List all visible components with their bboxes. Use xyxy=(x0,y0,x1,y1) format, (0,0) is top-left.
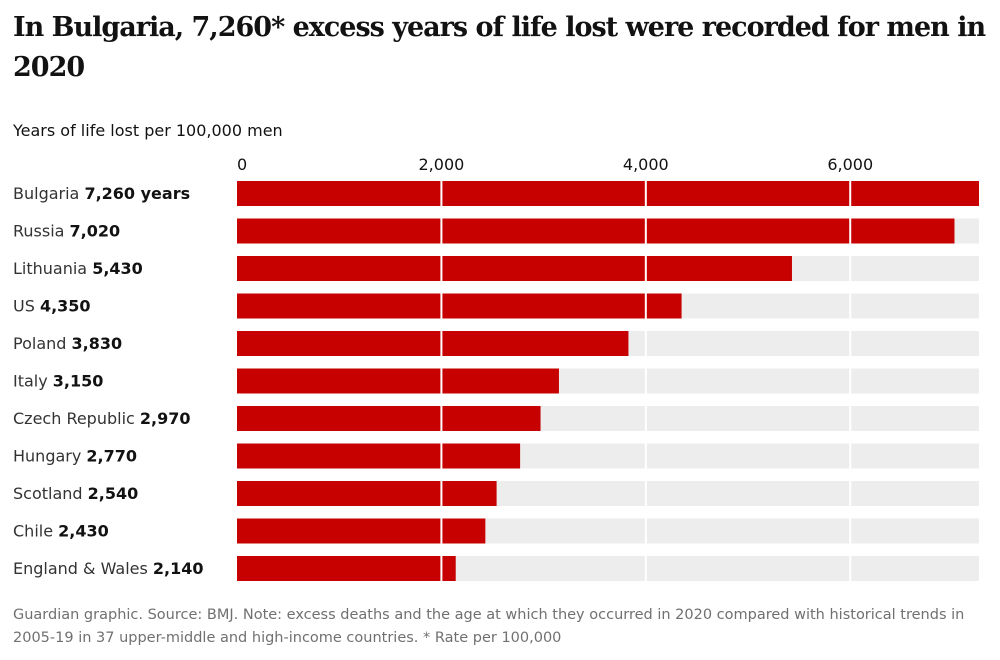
axis-label: Years of life lost per 100,000 men xyxy=(13,121,283,140)
bar-rows: Bulgaria 7,260 years Russia 7,020 Lithuani… xyxy=(13,181,979,581)
category-label: Poland 3,830 xyxy=(13,334,122,353)
chart-title: In Bulgaria, 7,260* excess years of life… xyxy=(13,12,986,83)
category-label: Scotland 2,540 xyxy=(13,484,138,503)
bar-row: Lithuania 5,430 xyxy=(13,256,979,281)
data-label: 7,020 xyxy=(70,222,121,241)
bar-row: Czech Republic 2,970 xyxy=(13,406,979,431)
category-name: US xyxy=(13,297,40,316)
bar-row: US 4,350 xyxy=(13,293,979,319)
bar-row: Bulgaria 7,260 years xyxy=(13,181,979,206)
data-label: 2,140 xyxy=(153,559,204,578)
category-label: Lithuania 5,430 xyxy=(13,259,143,278)
category-name: Scotland xyxy=(13,484,88,503)
bar xyxy=(237,368,559,394)
bar xyxy=(237,443,521,469)
data-label: 2,770 xyxy=(86,447,137,466)
x-tick-label: 6,000 xyxy=(827,155,873,174)
gridlines xyxy=(440,179,852,583)
bar xyxy=(237,331,629,356)
category-label: Czech Republic 2,970 xyxy=(13,409,191,428)
data-label: 2,540 xyxy=(88,484,139,503)
bar xyxy=(237,406,541,431)
bar-row: Scotland 2,540 xyxy=(13,481,979,506)
category-name: Lithuania xyxy=(13,259,92,278)
x-tick-label: 4,000 xyxy=(623,155,669,174)
data-label: 4,350 xyxy=(40,297,91,316)
category-name: Russia xyxy=(13,222,70,241)
bar-row: Poland 3,830 xyxy=(13,331,979,356)
bar-row: Russia 7,020 xyxy=(13,218,979,244)
category-name: Czech Republic xyxy=(13,409,140,428)
bar xyxy=(237,293,682,319)
data-label: 5,430 xyxy=(92,259,143,278)
category-name: Italy xyxy=(13,372,53,391)
bar-row: Chile 2,430 xyxy=(13,518,979,544)
category-name: Poland xyxy=(13,334,72,353)
data-label: 3,150 xyxy=(53,372,104,391)
data-label: 2,430 xyxy=(58,522,109,541)
bar-row: Italy 3,150 xyxy=(13,368,979,394)
category-label: Russia 7,020 xyxy=(13,222,120,241)
bar-row: England & Wales 2,140 xyxy=(13,556,979,581)
bar xyxy=(237,218,955,244)
bar xyxy=(237,556,456,581)
category-name: England & Wales xyxy=(13,559,153,578)
x-axis-ticks: 0 2,000 4,000 6,000 xyxy=(237,155,873,174)
category-label: England & Wales 2,140 xyxy=(13,559,204,578)
x-tick-label: 0 xyxy=(237,155,247,174)
category-label: Bulgaria 7,260 years xyxy=(13,184,190,203)
category-name: Chile xyxy=(13,522,58,541)
x-tick-label: 2,000 xyxy=(419,155,465,174)
bar xyxy=(237,481,497,506)
category-label: Chile 2,430 xyxy=(13,522,109,541)
data-label: 3,830 xyxy=(72,334,123,353)
data-label: 2,970 xyxy=(140,409,191,428)
category-name: Bulgaria xyxy=(13,184,84,203)
category-label: US 4,350 xyxy=(13,297,91,316)
category-name: Hungary xyxy=(13,447,86,466)
bar xyxy=(237,256,792,281)
bar xyxy=(237,518,486,544)
data-label: 7,260 years xyxy=(84,184,190,203)
footnote: Guardian graphic. Source: BMJ. Note: exc… xyxy=(13,607,965,646)
bar xyxy=(237,181,979,206)
category-label: Hungary 2,770 xyxy=(13,447,137,466)
category-label: Italy 3,150 xyxy=(13,372,103,391)
bar-row: Hungary 2,770 xyxy=(13,443,979,469)
bar-chart: 0 2,000 4,000 6,000 Bulgaria 7,260 years Rus… xyxy=(13,155,979,583)
